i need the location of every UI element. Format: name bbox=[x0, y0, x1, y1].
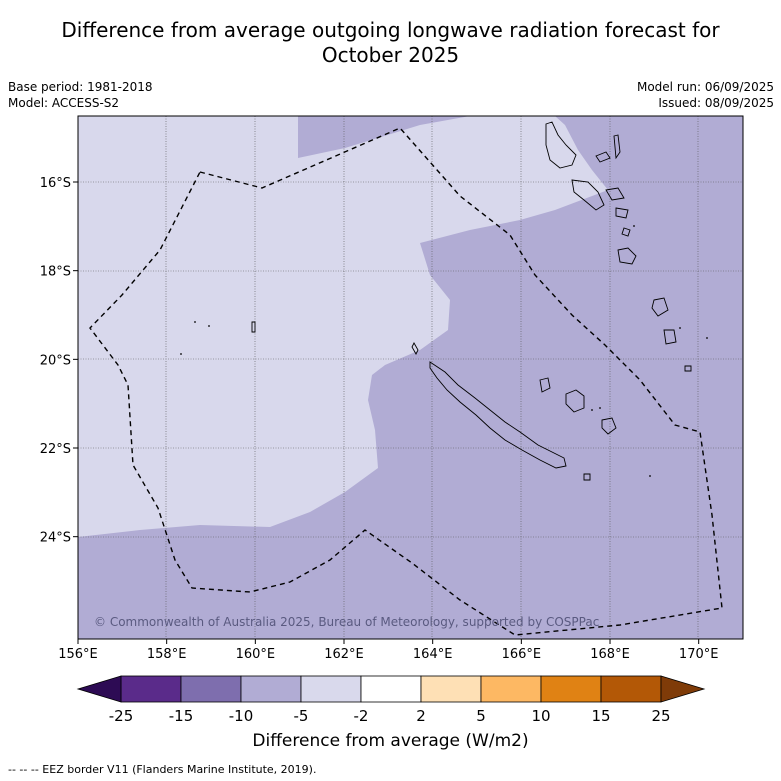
copyright-notice: © Commonwealth of Australia 2025, Bureau… bbox=[94, 615, 599, 629]
lon-tick-label: 158°E bbox=[147, 647, 187, 662]
map-title: Difference from average outgoing longwav… bbox=[0, 18, 781, 68]
colorbar-tick-label: -10 bbox=[229, 707, 254, 725]
colorbar-tick-label: 5 bbox=[476, 707, 486, 725]
lon-tick-label: 170°E bbox=[679, 647, 719, 662]
lat-tick-label: 24°S bbox=[40, 531, 71, 546]
ambrym bbox=[605, 187, 625, 201]
model-run: Model run: 06/09/2025 bbox=[636, 80, 774, 94]
lon-tick-label: 164°E bbox=[413, 647, 453, 662]
colorbar-tick-label: 15 bbox=[591, 707, 610, 725]
colorbar-cell bbox=[240, 675, 302, 703]
chesterfield-islands bbox=[251, 321, 256, 333]
colorbar-cell bbox=[480, 675, 542, 703]
colorbar-tick-label: -2 bbox=[354, 707, 369, 725]
shepherd-islands bbox=[621, 227, 631, 237]
lat-tick-label: 22°S bbox=[40, 442, 71, 457]
colorbar: -25 -15 -10 -5 -2 2 5 10 15 25 bbox=[76, 675, 706, 725]
colorbar-cell bbox=[120, 675, 182, 703]
title-line-2: October 2025 bbox=[321, 43, 460, 67]
colorbar-tick-label: 25 bbox=[651, 707, 670, 725]
title-line-1: Difference from average outgoing longwav… bbox=[61, 18, 720, 42]
longitude-ticks: 156°E 158°E 160°E 162°E 164°E 166°E 168°E 170°E bbox=[58, 639, 718, 662]
isle-of-pines bbox=[583, 473, 591, 481]
epi-island bbox=[615, 207, 629, 219]
ambae bbox=[595, 151, 611, 163]
anomaly-field-minus2-to-minus5 bbox=[78, 116, 608, 537]
colorbar-title: Difference from average (W/m2) bbox=[252, 731, 529, 751]
colorbar-tick-label: 2 bbox=[416, 707, 426, 725]
small-islets bbox=[180, 225, 708, 477]
pentecost bbox=[613, 134, 621, 160]
latitude-ticks: 16°S 18°S 20°S 22°S 24°S bbox=[40, 176, 78, 546]
lon-tick-label: 166°E bbox=[502, 647, 542, 662]
aneityum bbox=[684, 365, 692, 372]
lat-tick-label: 20°S bbox=[40, 353, 71, 368]
colorbar-cell bbox=[600, 675, 662, 703]
ouvea-island bbox=[539, 377, 551, 393]
lon-tick-label: 160°E bbox=[236, 647, 276, 662]
belep-islands bbox=[411, 342, 419, 355]
new-caledonia-coast bbox=[429, 361, 567, 469]
colorbar-cell bbox=[180, 675, 242, 703]
base-period: Base period: 1981-2018 bbox=[8, 80, 153, 94]
lat-tick-label: 18°S bbox=[40, 265, 71, 280]
issued-date: Issued: 08/09/2025 bbox=[658, 96, 774, 110]
mare-island bbox=[601, 417, 617, 435]
lifou-island bbox=[565, 389, 585, 413]
colorbar-tick-label: 10 bbox=[531, 707, 550, 725]
eez-legend-note: -- -- -- EEZ border V11 (Flanders Marine… bbox=[8, 763, 317, 776]
lat-tick-label: 16°S bbox=[40, 176, 71, 191]
colorbar-cell bbox=[540, 675, 602, 703]
meta-right: Model run: 06/09/2025 Issued: 08/09/2025 bbox=[637, 79, 774, 111]
lon-tick-label: 162°E bbox=[324, 647, 364, 662]
lon-tick-label: 156°E bbox=[58, 647, 98, 662]
espiritu-santo bbox=[545, 121, 577, 169]
colorbar-over-arrow bbox=[660, 675, 706, 703]
eez-border bbox=[89, 127, 723, 636]
colorbar-tick-label: -25 bbox=[109, 707, 134, 725]
colorbar-under-arrow bbox=[76, 675, 122, 703]
efate bbox=[617, 247, 637, 265]
lon-tick-label: 168°E bbox=[590, 647, 630, 662]
colorbar-cell bbox=[360, 675, 422, 703]
colorbar-tick-label: -15 bbox=[169, 707, 194, 725]
map-panel: © Commonwealth of Australia 2025, Bureau… bbox=[78, 116, 743, 639]
malakula bbox=[571, 179, 605, 211]
coastlines bbox=[251, 121, 692, 481]
tanna bbox=[663, 329, 677, 345]
graticule bbox=[78, 116, 743, 639]
meta-left: Base period: 1981-2018 Model: ACCESS-S2 bbox=[8, 79, 153, 111]
colorbar-cell bbox=[420, 675, 482, 703]
model-name: Model: ACCESS-S2 bbox=[8, 96, 120, 110]
erromango bbox=[651, 297, 669, 317]
map-frame bbox=[77, 115, 744, 640]
colorbar-tick-label: -5 bbox=[294, 707, 309, 725]
colorbar-cell bbox=[300, 675, 362, 703]
